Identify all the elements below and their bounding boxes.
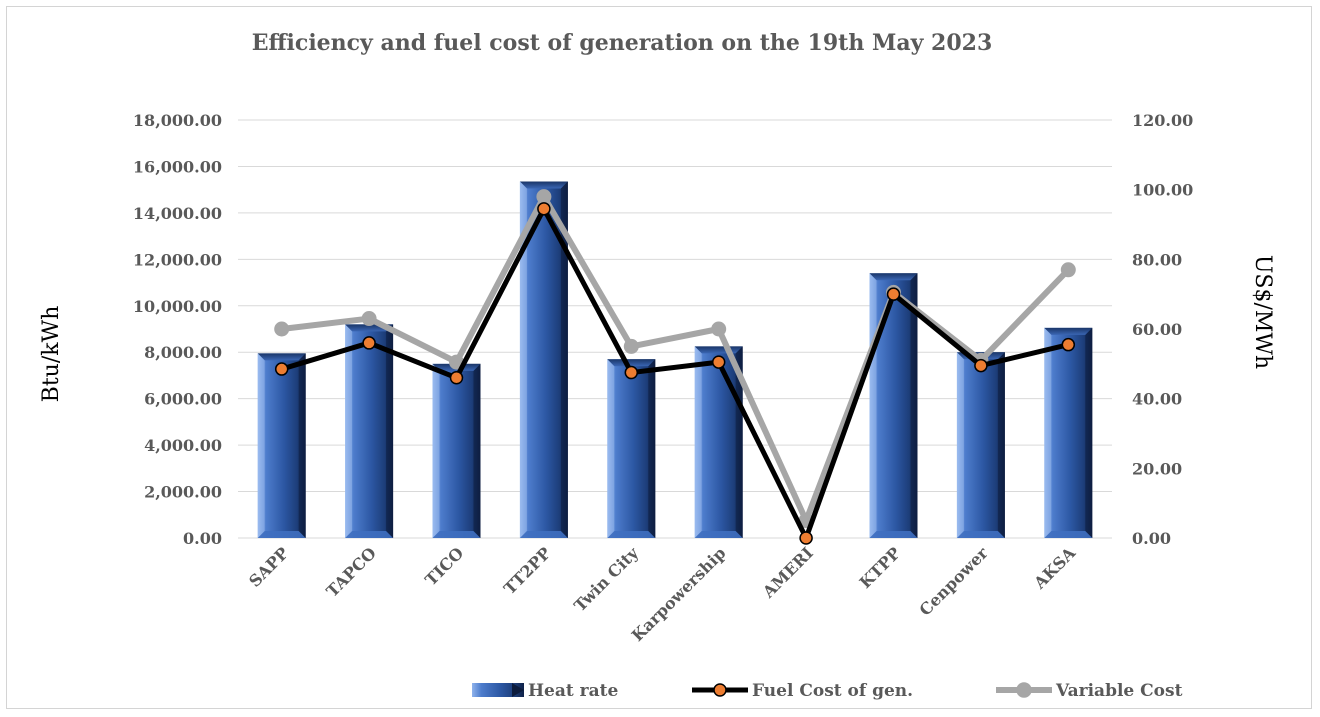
- chart-frame: [6, 6, 1312, 709]
- series-line: [280, 206, 1069, 541]
- y2-tick-label: 60.00: [1132, 320, 1182, 339]
- left-axis-ticks: 0.00 2,000.00 4,000.00 6,000.00 8,000.00 10,0…: [133, 111, 222, 548]
- bar: [956, 352, 1005, 538]
- cost-lines: [274, 189, 1076, 545]
- series-line: [281, 193, 1071, 524]
- y-axis-title: Btu/kWh: [39, 306, 64, 403]
- bar: [257, 353, 306, 538]
- y-tick-label: 4,000.00: [144, 436, 222, 455]
- series-point: [1060, 262, 1076, 278]
- series-point: [274, 321, 290, 337]
- series-point: [886, 287, 901, 301]
- legend-label: Fuel Cost of gen.: [752, 681, 913, 701]
- y-tick-label: 16,000.00: [133, 157, 222, 176]
- series-point: [362, 336, 376, 350]
- series-point: [711, 321, 727, 337]
- y2-tick-label: 120.00: [1132, 111, 1193, 130]
- series-point: [449, 371, 464, 385]
- legend-item: Fuel Cost of gen.: [692, 681, 913, 701]
- bar: [345, 324, 394, 538]
- series-point: [799, 531, 813, 545]
- y2-tick-label: 100.00: [1132, 181, 1193, 200]
- x-tick-label: Cenpower: [916, 543, 993, 620]
- series-point: [711, 355, 726, 369]
- y2-tick-label: 20.00: [1132, 459, 1182, 478]
- legend: Heat rate Fuel Cost of gen. Variable Cost: [472, 681, 1183, 701]
- bar: [694, 346, 743, 538]
- bar: [519, 181, 568, 539]
- x-tick-label: TAPCO: [323, 543, 380, 600]
- y-tick-label: 6,000.00: [144, 390, 222, 409]
- series-point: [274, 362, 289, 376]
- y-tick-label: 8,000.00: [144, 343, 222, 362]
- bar: [607, 359, 656, 538]
- y-tick-label: 0.00: [183, 529, 222, 548]
- y2-axis-title: US$/MWh: [1250, 255, 1275, 369]
- x-tick-label: TICO: [421, 543, 467, 589]
- legend-label: Variable Cost: [1055, 681, 1183, 701]
- legend-item: Heat rate: [472, 681, 618, 701]
- y2-tick-label: 40.00: [1132, 390, 1182, 409]
- bar: [869, 273, 918, 538]
- legend-item: Variable Cost: [996, 681, 1183, 701]
- x-tick-label: SAPP: [245, 543, 292, 590]
- x-tick-label: AMERI: [758, 543, 817, 602]
- bar: [432, 363, 481, 538]
- y-tick-label: 10,000.00: [133, 297, 222, 316]
- series-point: [361, 311, 377, 327]
- series-point: [537, 202, 551, 216]
- series-point: [974, 358, 988, 373]
- bar: [1044, 327, 1093, 538]
- series-point: [1061, 337, 1076, 352]
- x-tick-label: AKSA: [1029, 543, 1079, 593]
- y-tick-label: 18,000.00: [133, 111, 222, 130]
- x-tick-label: Karpowership: [628, 543, 730, 645]
- series-point: [536, 189, 552, 205]
- series-point: [623, 338, 639, 354]
- x-tick-label: TT2PP: [500, 543, 555, 598]
- y-tick-label: 12,000.00: [133, 250, 222, 269]
- right-axis-ticks: 0.00 20.00 40.00 60.00 80.00 100.00 120.00: [1132, 111, 1193, 548]
- y-tick-label: 2,000.00: [144, 483, 222, 502]
- y2-tick-label: 80.00: [1132, 250, 1182, 269]
- y2-tick-label: 0.00: [1132, 529, 1171, 548]
- heat-rate-bars: [257, 181, 1093, 539]
- legend-label: Heat rate: [528, 681, 618, 701]
- x-tick-label: KTPP: [856, 543, 905, 592]
- series-point: [624, 365, 639, 380]
- chart-title: Efficiency and fuel cost of generation o…: [252, 30, 993, 56]
- y-tick-label: 14,000.00: [133, 204, 222, 223]
- x-tick-label: Twin City: [570, 543, 642, 615]
